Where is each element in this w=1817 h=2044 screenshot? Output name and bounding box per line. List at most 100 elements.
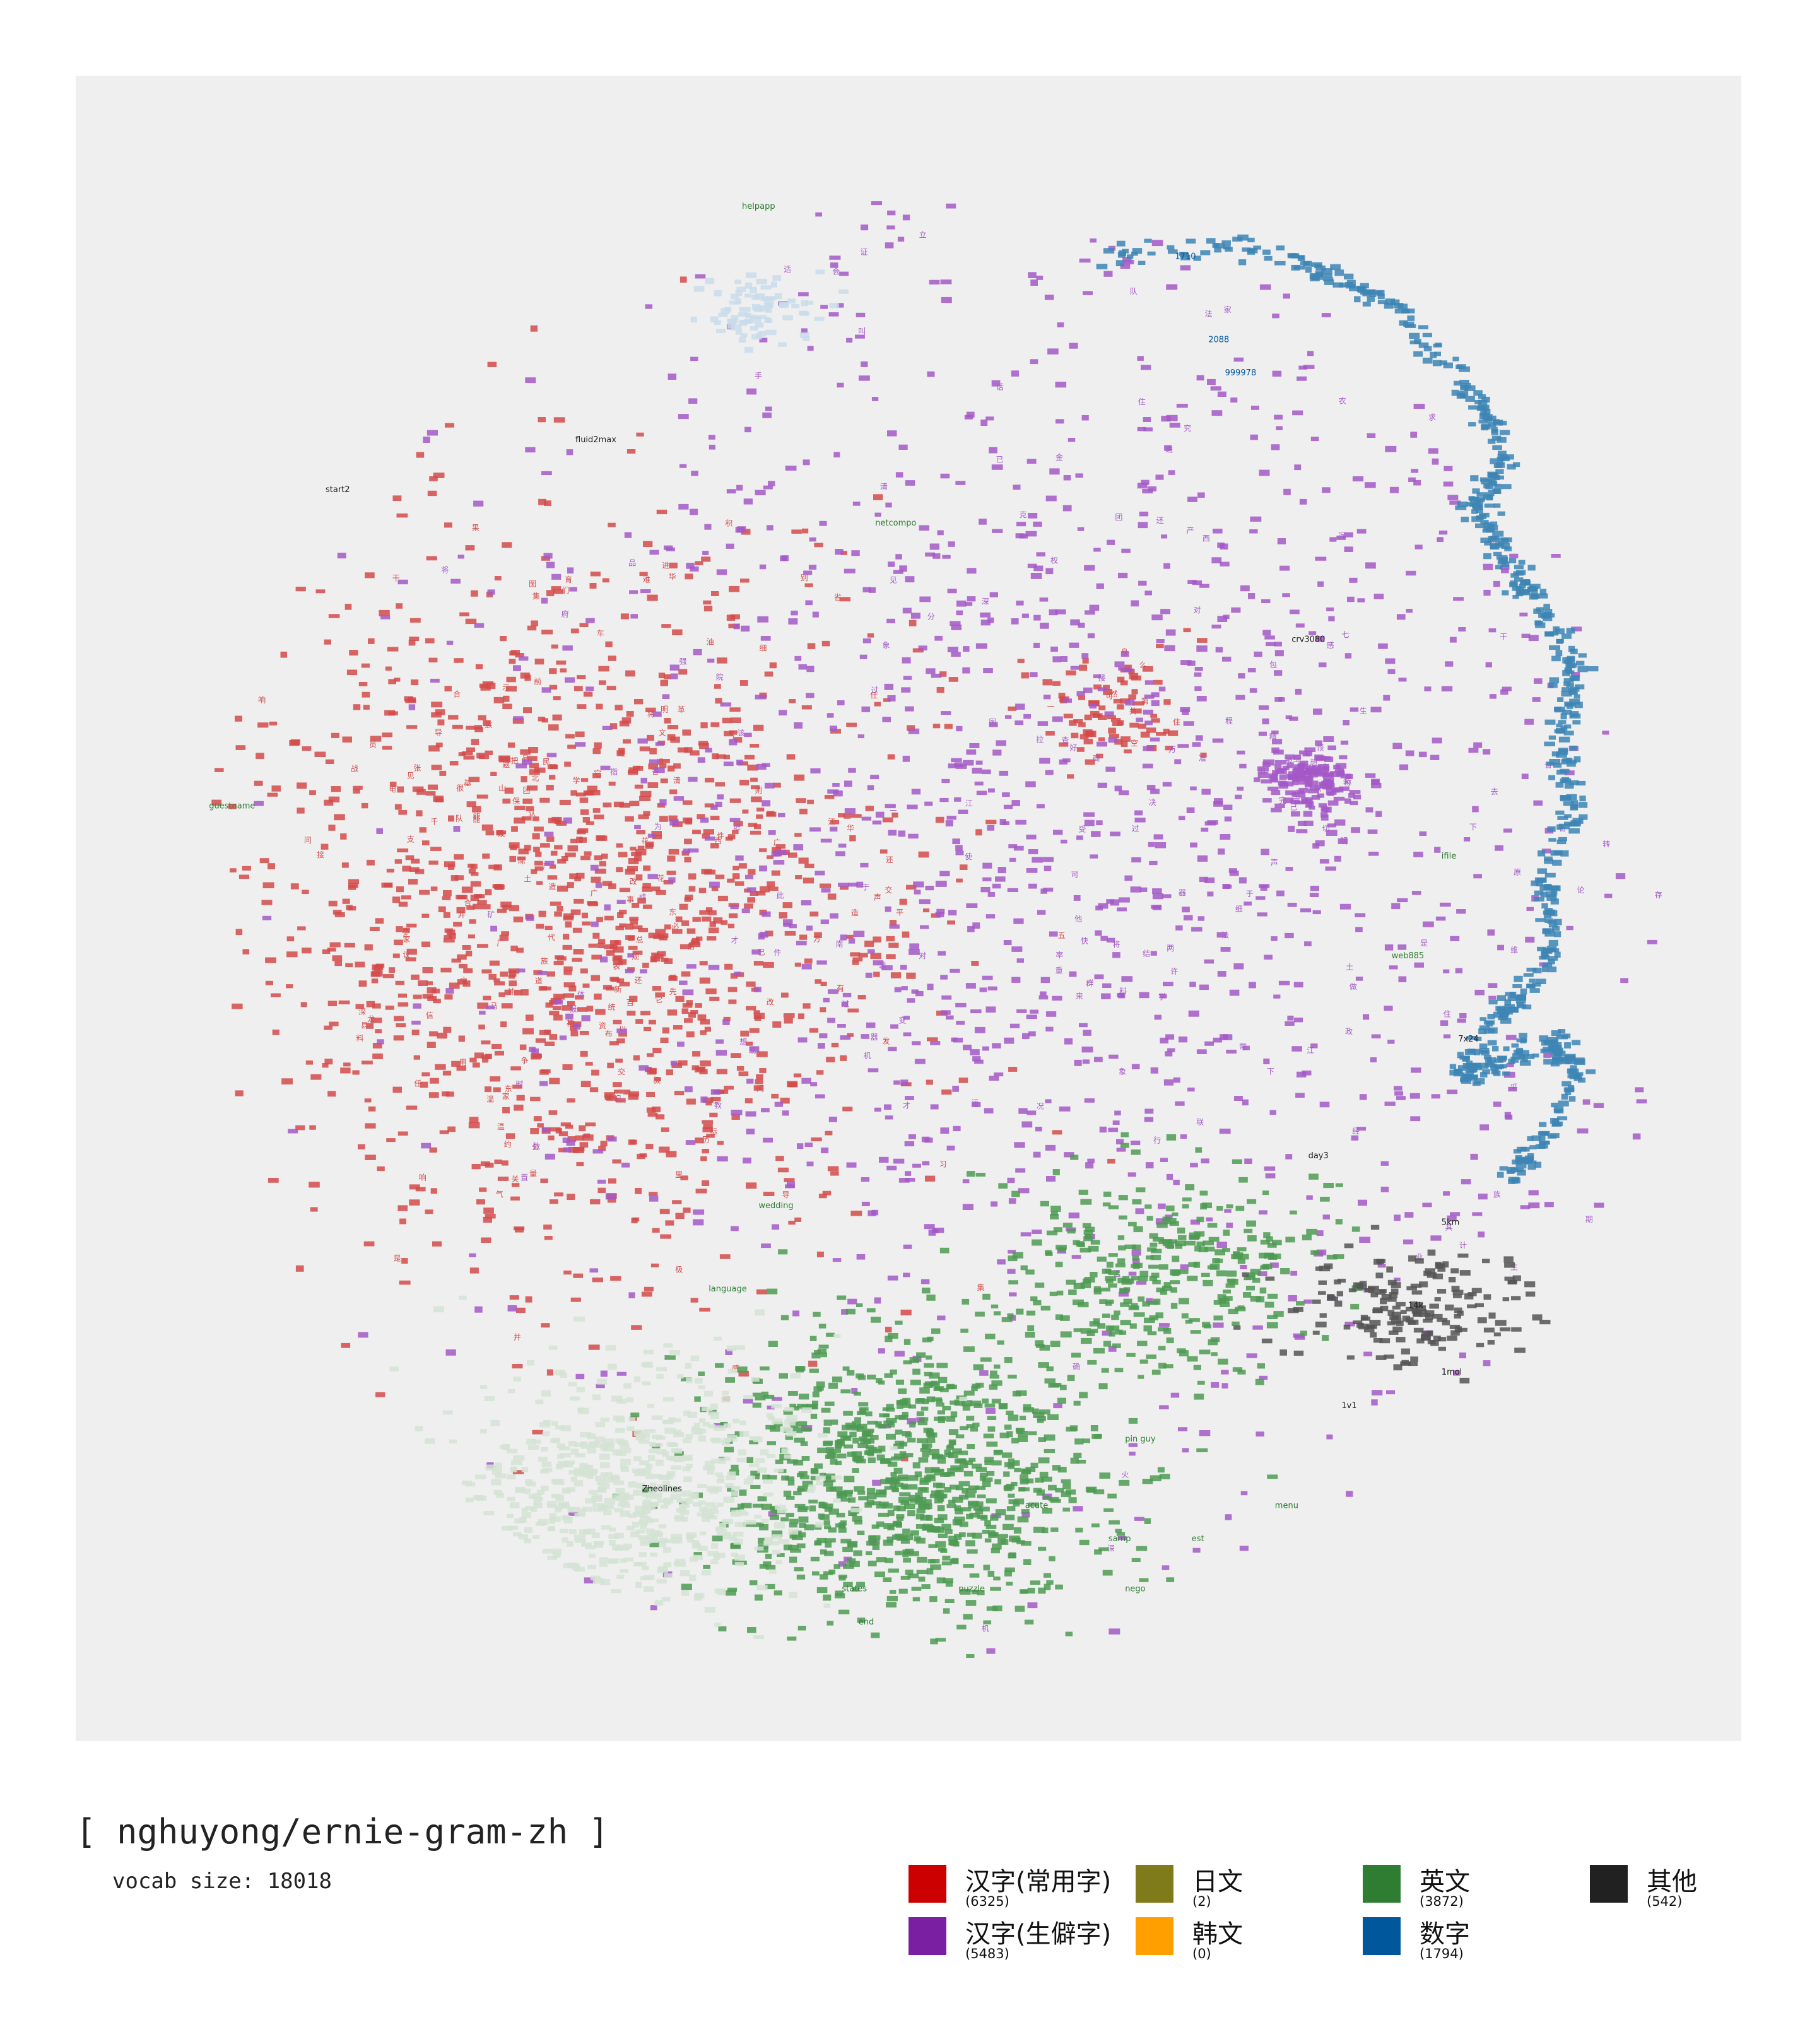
token-point: [886, 1404, 894, 1409]
token-point: [549, 1127, 561, 1132]
token-point: [1108, 1520, 1120, 1525]
token-point: [632, 925, 643, 929]
token-point: [563, 1462, 573, 1467]
token-point: [809, 827, 821, 832]
token-point: [878, 1512, 889, 1517]
token-point: [1083, 687, 1093, 693]
token-point: 重: [1056, 966, 1063, 975]
token-point: 证: [860, 248, 867, 257]
token-point: [623, 1383, 632, 1389]
token-point: [1394, 1278, 1401, 1282]
token-point: [784, 1178, 795, 1182]
token-point: 生: [1360, 707, 1367, 715]
token-point: [805, 600, 813, 606]
token-point: [1033, 642, 1040, 648]
token-point: [572, 927, 582, 933]
token-point: [1297, 376, 1307, 381]
token-point: [1062, 1507, 1070, 1512]
token-point: [902, 214, 910, 221]
token-point: [512, 1364, 523, 1369]
token-point: [724, 1532, 732, 1537]
token-point: 查: [1061, 736, 1069, 745]
token-point: [767, 1416, 775, 1421]
token-point: [531, 620, 538, 626]
token-point: [1064, 1152, 1074, 1158]
token-point: [789, 1592, 797, 1598]
token-point: [1016, 1308, 1024, 1315]
token-point: [1306, 750, 1313, 756]
token-point: [697, 1484, 707, 1488]
token-point: 已: [996, 455, 1004, 464]
token-point: [1200, 753, 1207, 758]
token-point: [609, 944, 618, 949]
token-point: [1120, 651, 1129, 657]
token-point: [485, 1086, 491, 1093]
token-point: [833, 1498, 841, 1503]
token-point: [501, 1003, 513, 1009]
token-point: [621, 1466, 629, 1472]
token-point: [1070, 666, 1080, 670]
token-point: [1571, 672, 1580, 678]
token-point: [912, 1041, 921, 1045]
token-point: [1187, 661, 1196, 666]
token-point: [1155, 842, 1167, 849]
token-point: [1057, 322, 1064, 327]
token-point: 温: [497, 1122, 505, 1131]
token-point: [730, 614, 740, 620]
token-point: 分: [927, 612, 935, 621]
token-point: [635, 874, 643, 881]
token-point: [1084, 819, 1095, 826]
token-point: [924, 1371, 932, 1377]
token-point: [840, 1055, 847, 1061]
token-point: [567, 1001, 575, 1006]
token-point: [893, 1467, 903, 1474]
token-point: [502, 1525, 513, 1531]
token-point: [1144, 694, 1155, 699]
token-point: [700, 1156, 707, 1161]
token-point: [703, 1124, 713, 1129]
token-point: [1131, 1149, 1141, 1155]
token-point: [846, 338, 853, 343]
token-point: [921, 1584, 931, 1589]
token-point: [482, 853, 490, 859]
token-point: [385, 666, 392, 671]
token-point: [562, 856, 568, 861]
token-point: [466, 801, 476, 807]
token-point: [736, 1457, 746, 1462]
token-point: [710, 1559, 719, 1565]
token-point: [539, 1030, 550, 1035]
token-point: [1386, 1390, 1396, 1395]
token-point: [948, 541, 955, 547]
token-point: [694, 1396, 701, 1402]
token-point: [453, 826, 461, 832]
token-point: [1018, 1108, 1028, 1114]
token-point: [553, 999, 563, 1005]
token-point: 习: [939, 1160, 947, 1169]
token-point: [1318, 764, 1329, 770]
token-point: [583, 1529, 591, 1534]
token-point: [598, 666, 609, 672]
token-point: [801, 528, 809, 534]
token-point: [468, 777, 480, 782]
token-point: [1170, 1392, 1180, 1398]
token-point: [574, 1534, 585, 1541]
token-point: [885, 242, 894, 249]
token-point: [1020, 1474, 1028, 1480]
token-point: [1189, 982, 1196, 987]
token-point: [1322, 487, 1331, 493]
token-point: [1397, 898, 1408, 903]
token-point: [865, 972, 873, 978]
token-point: [1399, 764, 1409, 770]
token-point: 难: [643, 575, 650, 584]
token-point: [1267, 1293, 1278, 1299]
token-point: [898, 1388, 907, 1394]
token-point: [731, 1053, 741, 1058]
token-point: [1090, 710, 1100, 715]
token-point: [844, 813, 851, 819]
token-point: 响: [419, 1173, 426, 1182]
token-point: [535, 1399, 544, 1404]
token-point: [640, 777, 647, 784]
token-point: [1394, 1214, 1401, 1221]
token-point: [1177, 744, 1189, 748]
token-point: [630, 614, 638, 619]
